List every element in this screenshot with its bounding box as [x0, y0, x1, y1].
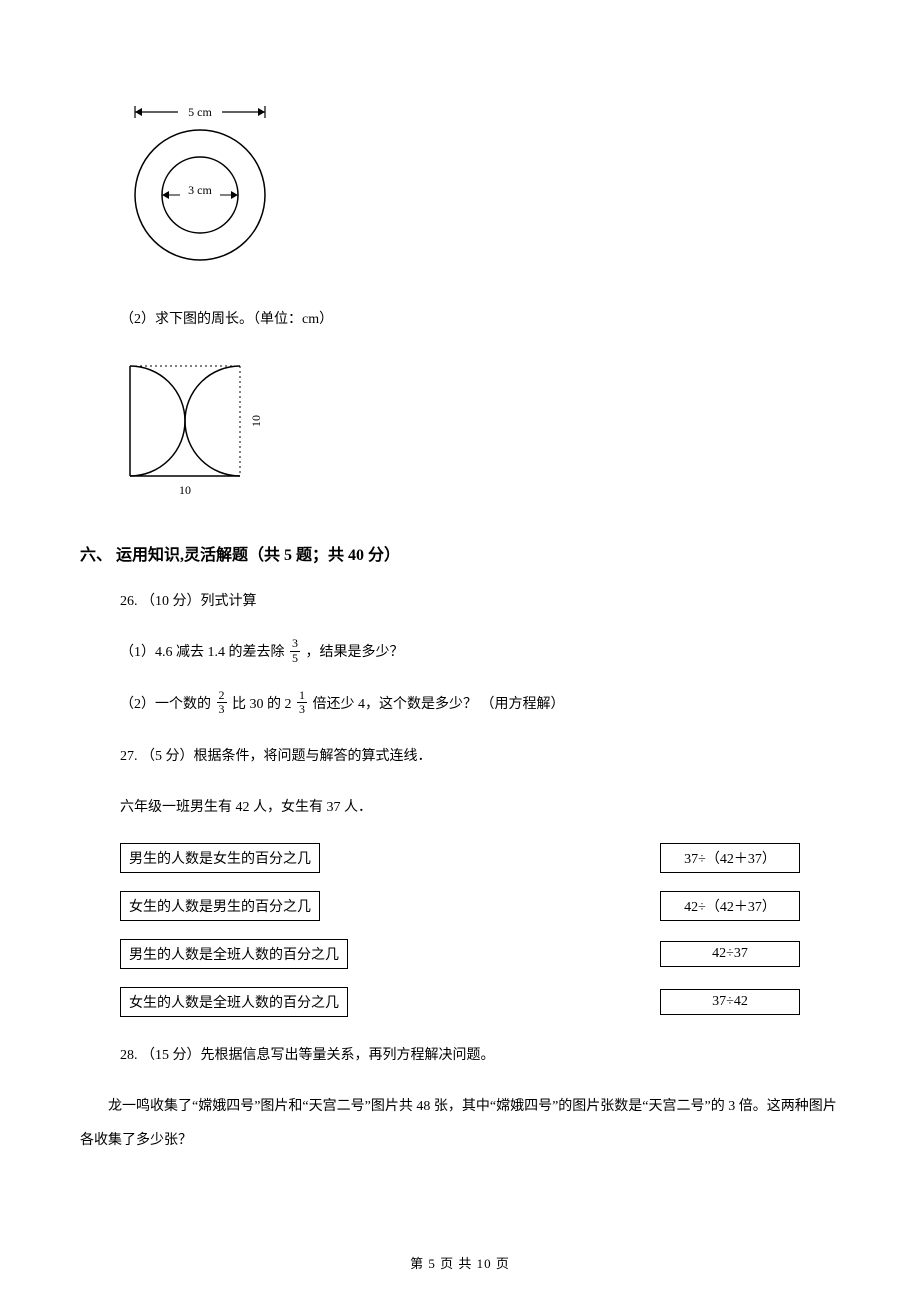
- match-row: 男生的人数是全班人数的百分之几 42÷37: [120, 939, 800, 969]
- figure-square-arcs: 10 10: [120, 356, 840, 511]
- concentric-ring-svg: 5 cm 3 cm: [120, 100, 280, 270]
- match-right: 42÷（42＋37）: [660, 891, 800, 921]
- q26-1-a: （1）4.6 减去 1.4 的差去除: [120, 645, 288, 660]
- fig2-width-label: 10: [179, 483, 191, 497]
- q26-2-fraction1: 2 3: [217, 689, 227, 716]
- match-right: 37÷（42＋37）: [660, 843, 800, 873]
- section6-title: 六、 运用知识,灵活解题（共 5 题；共 40 分）: [80, 541, 840, 565]
- q26-2: （2）一个数的 2 3 比 30 的 2 1 3 倍还少 4，这个数是多少？ （…: [120, 688, 840, 722]
- match-table: 男生的人数是女生的百分之几 37÷（42＋37） 女生的人数是男生的百分之几 4…: [80, 843, 840, 1017]
- match-left: 男生的人数是女生的百分之几: [120, 843, 320, 873]
- fig2-height-label: 10: [249, 415, 263, 427]
- q28-header: 28. （15 分）先根据信息写出等量关系，再列方程解决问题。: [120, 1039, 840, 1073]
- figure-concentric-circles: 5 cm 3 cm: [120, 100, 840, 275]
- match-row: 男生的人数是女生的百分之几 37÷（42＋37）: [120, 843, 800, 873]
- frac-num: 3: [290, 637, 300, 651]
- q26-2-c: 倍还少 4，这个数是多少？ （用方程解）: [313, 697, 565, 712]
- match-left: 女生的人数是全班人数的百分之几: [120, 987, 348, 1017]
- q27-context: 六年级一班男生有 42 人，女生有 37 人．: [120, 791, 840, 825]
- frac-den: 3: [217, 703, 227, 716]
- match-right: 37÷42: [660, 989, 800, 1015]
- frac-num: 2: [217, 689, 227, 703]
- page-footer: 第 5 页 共 10 页: [0, 1253, 920, 1272]
- inner-diameter-label: 3 cm: [188, 183, 212, 197]
- q25-part2-text: （2）求下图的周长。（单位：cm）: [120, 305, 840, 336]
- frac-den: 3: [297, 703, 307, 716]
- q28-body: 龙一鸣收集了“嫦娥四号”图片和“天宫二号”图片共 48 张，其中“嫦娥四号”的图…: [80, 1090, 840, 1157]
- match-row: 女生的人数是全班人数的百分之几 37÷42: [120, 987, 800, 1017]
- q26-2-a: （2）一个数的: [120, 697, 215, 712]
- q26-2-b: 比 30 的 2: [232, 697, 295, 712]
- q26-header: 26. （10 分）列式计算: [120, 585, 840, 619]
- q26-2-fraction2: 1 3: [297, 689, 307, 716]
- match-row: 女生的人数是男生的百分之几 42÷（42＋37）: [120, 891, 800, 921]
- frac-num: 1: [297, 689, 307, 703]
- square-arcs-svg: 10 10: [120, 356, 290, 506]
- match-left: 男生的人数是全班人数的百分之几: [120, 939, 348, 969]
- q26-1: （1）4.6 减去 1.4 的差去除 3 5 ，结果是多少？: [120, 636, 840, 670]
- outer-diameter-label: 5 cm: [188, 105, 212, 119]
- match-right: 42÷37: [660, 941, 800, 967]
- q27-header: 27. （5 分）根据条件，将问题与解答的算式连线．: [120, 740, 840, 774]
- q26-1-fraction: 3 5: [290, 637, 300, 664]
- q26-1-b: ，结果是多少？: [306, 645, 404, 660]
- match-left: 女生的人数是男生的百分之几: [120, 891, 320, 921]
- frac-den: 5: [290, 652, 300, 665]
